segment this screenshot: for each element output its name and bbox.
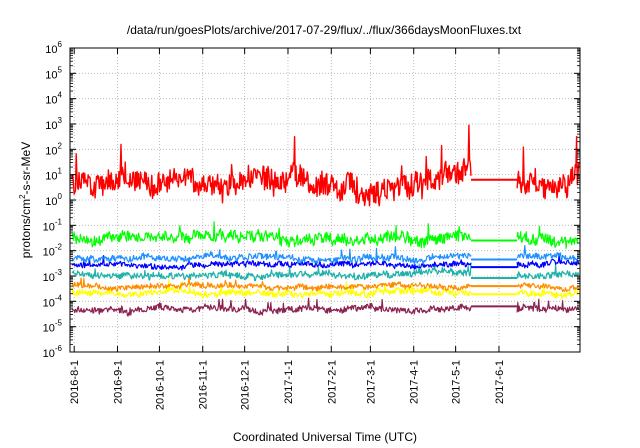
x-tick-label: 2016-10-1 [154, 360, 166, 410]
y-tick-base: 10 [45, 145, 57, 157]
x-tick-label: 2017-5-1 [451, 360, 463, 404]
series-line-1-segment-2 [516, 298, 580, 314]
y-tick-exp: -4 [55, 293, 63, 302]
series-line-2-segment-1 [71, 279, 472, 299]
y-tick-base: 10 [43, 272, 55, 284]
y-tick-exp: -2 [55, 243, 63, 252]
series-line-3-segment-2 [516, 282, 580, 293]
grid-lines [70, 48, 580, 352]
series-line-5-segment-1 [71, 255, 472, 271]
y-tick-base: 10 [43, 297, 55, 309]
y-axis-label-sup: 2 [18, 194, 27, 199]
y-tick-exp: 6 [58, 40, 63, 49]
y-tick-exp: 0 [58, 192, 63, 201]
y-tick-base: 10 [45, 120, 57, 132]
series-line-4-segment-2 [516, 263, 580, 280]
y-tick-base: 10 [45, 95, 57, 107]
y-tick-base: 10 [45, 44, 57, 56]
y-tick-exp: 1 [58, 167, 63, 176]
y-axis-label-base: protons/cm [19, 199, 33, 258]
y-axis-label-rest: -s-sr-MeV [19, 142, 33, 195]
x-tick-label: 2016-8-1 [69, 360, 81, 404]
y-tick-label: 105 [45, 65, 62, 81]
y-tick-exp: -1 [55, 217, 63, 226]
x-tick-label: 2017-4-1 [409, 360, 421, 404]
series-line-8-segment-2 [516, 136, 580, 200]
x-tick-label: 2017-3-1 [365, 360, 377, 404]
x-tick-label: 2017-6-1 [494, 360, 506, 404]
y-tick-base: 10 [43, 221, 55, 233]
chart-title: /data/run/goesPlots/archive/2017-07-29/f… [127, 23, 522, 37]
y-tick-label: 106 [45, 40, 62, 56]
x-tick-label: 2017-2-1 [326, 360, 338, 404]
series-line-7-segment-1 [71, 221, 472, 249]
series-lines [71, 124, 580, 317]
y-tick-label: 10-5 [43, 319, 63, 335]
x-tick-label: 2016-12-1 [240, 360, 252, 410]
y-tick-label: 102 [45, 141, 62, 157]
y-tick-label: 101 [45, 167, 62, 183]
series-line-4-segment-1 [71, 262, 472, 282]
y-tick-labels: 10-610-510-410-310-210-11001011021031041… [43, 40, 63, 360]
y-tick-exp: 4 [58, 91, 63, 100]
y-tick-base: 10 [45, 196, 57, 208]
series-line-6-segment-1 [71, 246, 472, 265]
y-tick-label: 10-1 [43, 217, 63, 233]
x-axis-label: Coordinated Universal Time (UTC) [233, 430, 417, 444]
axis-ticks [70, 47, 580, 353]
series-line-8-segment-1 [71, 124, 472, 207]
y-tick-exp: -5 [55, 319, 63, 328]
series-line-7-segment-2 [516, 225, 579, 249]
y-tick-base: 10 [45, 171, 57, 183]
y-tick-base: 10 [43, 247, 55, 259]
y-axis-label: protons/cm2-s-sr-MeV [18, 142, 33, 258]
y-tick-exp: 2 [58, 141, 63, 150]
series-line-6-segment-2 [516, 245, 580, 262]
x-tick-label: 2016-11-1 [198, 360, 210, 409]
y-tick-label: 10-2 [43, 243, 63, 259]
x-tick-labels: 2016-8-1 2016-9-1 2016-10-1 2016-11-1 2016-1… [69, 360, 506, 410]
series-line-3-segment-1 [71, 277, 471, 292]
y-tick-label: 10-3 [43, 268, 63, 284]
series-line-1-segment-1 [71, 297, 472, 317]
x-tick-label: 2016-9-1 [113, 360, 125, 404]
series-line-2-segment-2 [517, 282, 580, 300]
y-tick-exp: 5 [58, 65, 63, 74]
y-tick-label: 104 [45, 91, 62, 107]
series-line-5-segment-2 [516, 254, 580, 269]
y-tick-label: 100 [45, 192, 62, 208]
y-tick-base: 10 [43, 348, 55, 360]
y-tick-exp: -3 [55, 268, 63, 277]
y-tick-label: 10-4 [43, 293, 63, 309]
y-tick-base: 10 [45, 69, 57, 81]
y-tick-base: 10 [43, 323, 55, 335]
y-tick-exp: 3 [58, 116, 63, 125]
y-tick-exp: -6 [55, 344, 63, 353]
x-tick-label: 2017-1-1 [283, 360, 295, 404]
y-tick-label: 103 [45, 116, 62, 132]
y-tick-label: 10-6 [43, 344, 63, 360]
